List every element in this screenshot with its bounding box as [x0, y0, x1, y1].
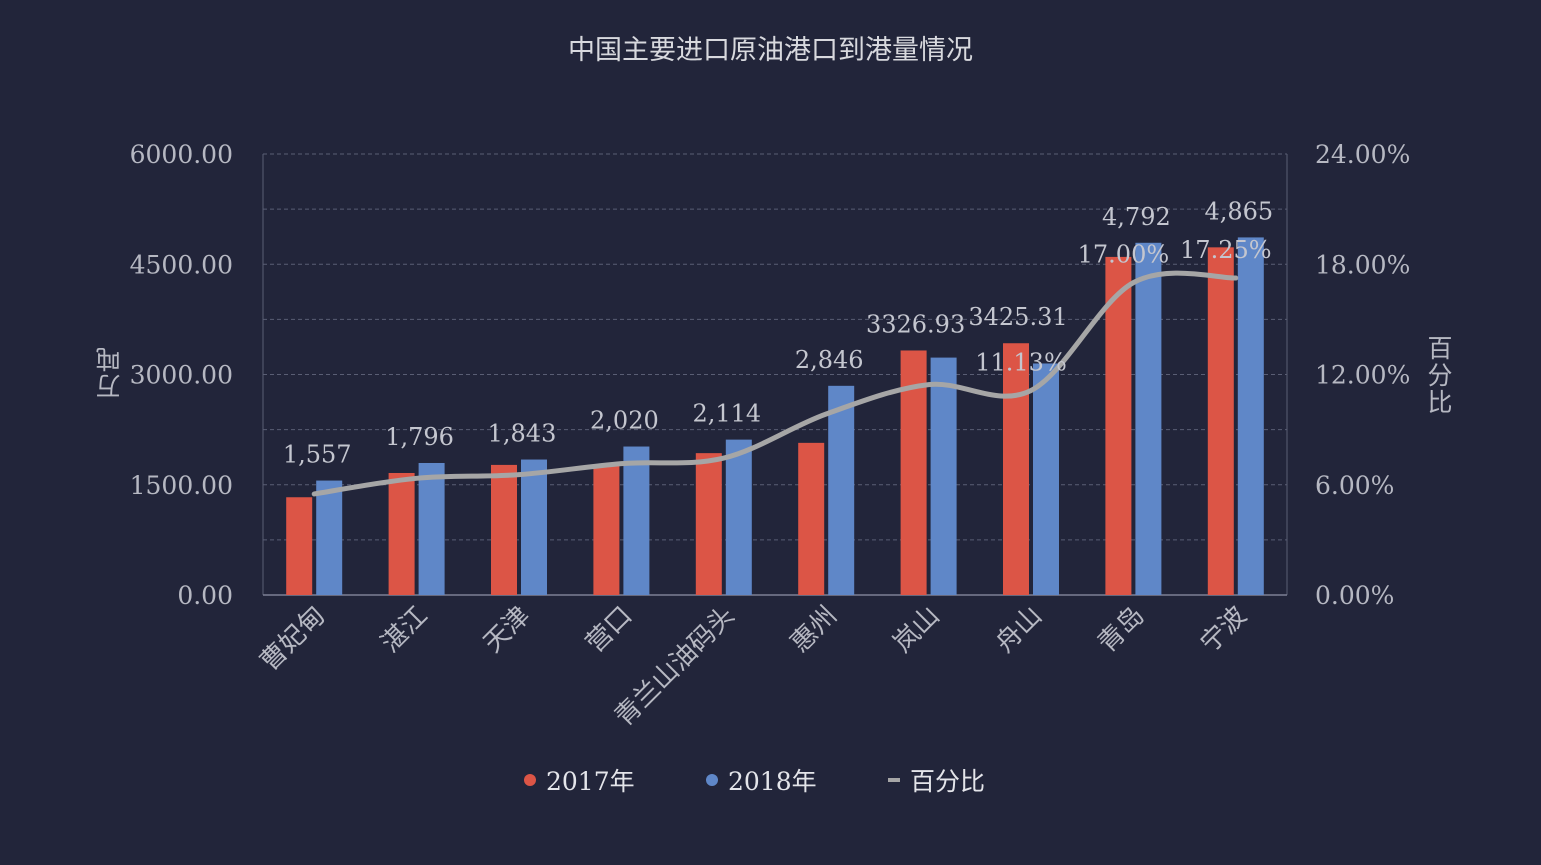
bar-2017	[593, 464, 620, 595]
legend: 2017年 2018年 百分比	[0, 762, 1541, 796]
bar-2018	[930, 357, 957, 595]
bar-2018	[418, 462, 445, 595]
y2-tick-label: 0.00%	[1315, 581, 1394, 610]
bar-2018	[1237, 237, 1264, 596]
y-tick-label: 4500.00	[130, 250, 233, 279]
line-data-label: 17.25%	[1180, 236, 1272, 264]
x-tick-label: 天津	[478, 601, 536, 659]
bar-2018	[1135, 242, 1162, 595]
legend-label-2017: 2017年	[546, 767, 635, 796]
bar-data-label: 1,843	[488, 420, 557, 448]
bar-2017	[491, 464, 517, 595]
bar-data-label: 2,114	[692, 400, 761, 428]
bar-2017	[388, 472, 415, 595]
legend-swatch-2017	[524, 774, 536, 786]
y-tick-label: 3000.00	[130, 361, 233, 390]
legend-label-percentage: 百分比	[910, 767, 986, 796]
bar-2017	[1207, 247, 1234, 595]
bar-data-label: 2,846	[795, 346, 864, 374]
bar-2018	[316, 480, 343, 595]
x-tick-label: 营口	[580, 601, 638, 659]
x-tick-label: 岚山	[888, 601, 946, 659]
bar-2017	[1003, 343, 1029, 595]
x-tick-label: 曹妃甸	[255, 601, 331, 677]
line-data-label: 17.00%	[1078, 241, 1170, 269]
legend-swatch-2018	[706, 774, 718, 786]
bar-2018	[521, 459, 547, 595]
legend-label-2018: 2018年	[728, 767, 817, 796]
y-tick-label: 0.00	[177, 581, 233, 610]
bar-2017	[286, 497, 313, 595]
bar-2018	[828, 385, 855, 595]
bar-2017	[1105, 256, 1132, 595]
bar-data-label: 2,020	[590, 407, 659, 435]
line-data-label: 11.13%	[975, 348, 1067, 376]
y-tick-label: 6000.00	[130, 140, 233, 169]
x-tick-label: 舟山	[990, 601, 1048, 659]
y2-tick-label: 6.00%	[1315, 471, 1394, 500]
x-tick-label: 青岛	[1092, 601, 1150, 659]
legend-swatch-percentage	[888, 778, 900, 782]
bar-data-label: 1,796	[385, 423, 454, 451]
y2-axis-title: 百分比	[1424, 335, 1453, 416]
bar-data-label: 4,792	[1102, 203, 1171, 231]
bar-data-label: 3425.31	[968, 303, 1067, 331]
x-tick-label: 湛江	[376, 601, 434, 659]
x-tick-label: 宁波	[1195, 601, 1253, 659]
bar-data-label: 1,557	[283, 441, 352, 469]
chart-title: 中国主要进口原油港口到港量情况	[568, 35, 973, 66]
bar-2017	[798, 442, 825, 595]
legend-item-2018: 2018年	[706, 762, 817, 798]
y2-tick-label: 24.00%	[1315, 140, 1410, 169]
bar-data-label: 4,865	[1204, 197, 1273, 225]
y2-tick-label: 12.00%	[1315, 361, 1410, 390]
y-tick-label: 1500.00	[130, 471, 233, 500]
legend-item-2017: 2017年	[524, 762, 635, 798]
legend-item-percentage: 百分比	[888, 762, 985, 798]
bar-2018	[1033, 363, 1059, 595]
percentage-line	[311, 270, 1239, 497]
bar-data-label: 3326.93	[866, 310, 965, 338]
bar-2017	[695, 453, 722, 595]
y2-tick-label: 18.00%	[1315, 250, 1410, 279]
x-tick-label: 惠州	[785, 601, 843, 659]
bar-2018	[725, 439, 752, 595]
bar-2018	[623, 446, 650, 595]
